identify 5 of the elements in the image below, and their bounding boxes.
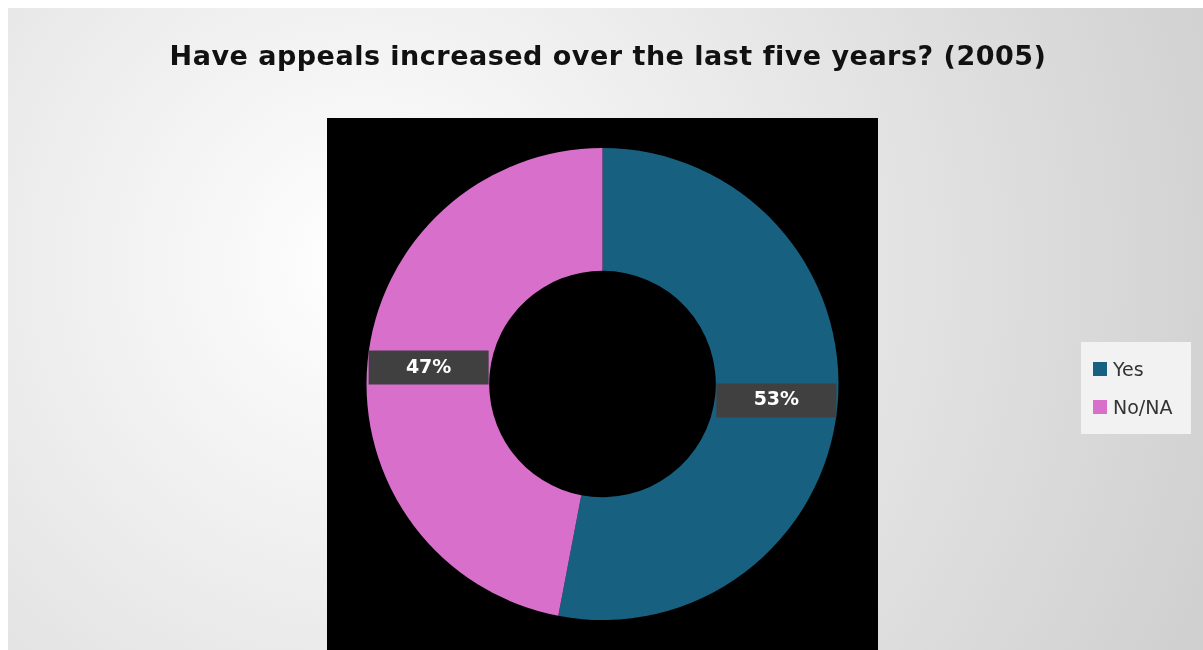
chart-title: Have appeals increased over the last five years? (2005): [168, 39, 1048, 73]
data-label: 53%: [753, 387, 800, 410]
legend-label: No/NA: [1113, 396, 1173, 418]
data-label: 47%: [405, 354, 452, 377]
legend-label: Yes: [1113, 358, 1144, 380]
